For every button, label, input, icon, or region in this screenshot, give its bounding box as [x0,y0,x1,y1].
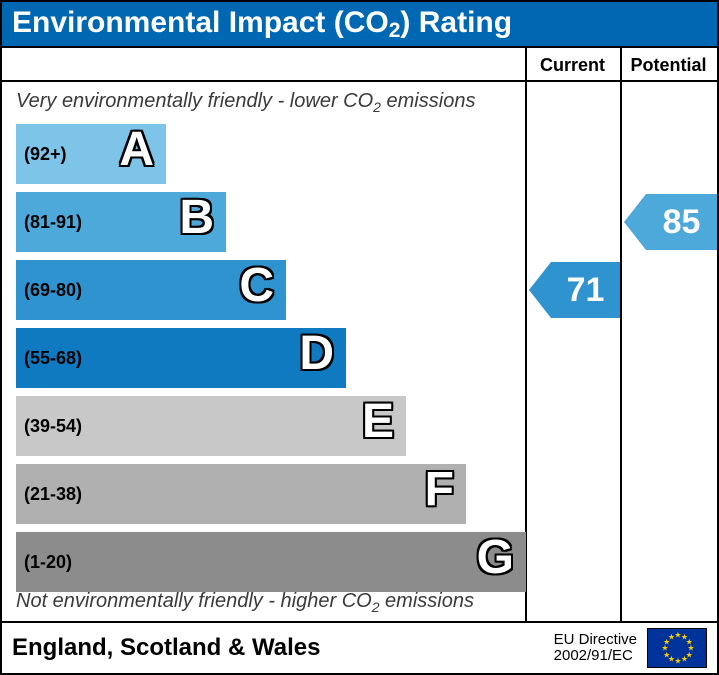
chart-grid: Current Potential Very environmentally f… [2,46,717,623]
note-bottom: Not environmentally friendly - higher CO… [12,590,474,615]
band-F: (21-38) F [16,464,525,524]
band-letter: D [299,326,334,381]
rating-chart: Environmental Impact (CO2) Rating Curren… [0,0,719,675]
band-range: (81-91) [16,212,82,233]
band-B: (81-91) B [16,192,525,252]
band-letter: A [119,122,154,177]
pointer-value: 85 [646,194,717,250]
star-icon: ★ [681,656,688,665]
band-letter: G [477,530,514,585]
footer: England, Scotland & Wales EU Directive 2… [2,623,717,673]
band-letter: F [425,462,454,517]
band-C: (69-80) C [16,260,525,320]
band-bar: (1-20) G [16,532,526,592]
band-G: (1-20) G [16,532,525,592]
eu-flag-icon: ★★★★★★★★★★★★ [647,628,707,668]
band-bar: (69-80) C [16,260,286,320]
directive-line1: EU Directive [554,632,637,649]
star-icon: ★ [674,658,681,667]
band-range: (92+) [16,144,67,165]
directive-line2: 2002/91/EC [554,648,637,665]
bands-area: Very environmentally friendly - lower CO… [2,82,525,621]
header-current: Current [525,48,620,82]
band-D: (55-68) D [16,328,525,388]
header-potential: Potential [620,48,717,82]
band-bar: (92+) A [16,124,166,184]
band-E: (39-54) E [16,396,525,456]
band-letter: B [179,190,214,245]
pointer-potential: 85 [624,194,717,250]
note-top: Very environmentally friendly - lower CO… [12,90,525,115]
header-row: Current Potential [2,48,717,82]
star-icon: ★ [668,633,675,642]
band-bar: (39-54) E [16,396,406,456]
band-bar: (81-91) B [16,192,226,252]
band-range: (1-20) [16,552,72,573]
band-bar: (55-68) D [16,328,346,388]
band-range: (55-68) [16,348,82,369]
divider [620,48,622,621]
directive-text: EU Directive 2002/91/EC [554,632,637,665]
pointer-current: 71 [529,262,620,318]
pointer-arrow-icon [624,194,646,250]
band-letter: E [362,394,394,449]
footer-region: England, Scotland & Wales [12,634,320,662]
pointer-value: 71 [551,262,620,318]
band-range: (21-38) [16,484,82,505]
band-range: (69-80) [16,280,82,301]
footer-directive: EU Directive 2002/91/EC ★★★★★★★★★★★★ [554,628,707,668]
bands-container: (92+) A (81-91) B (69-80) C (55-68) D (39-54) E (2… [16,124,525,600]
band-bar: (21-38) F [16,464,466,524]
band-letter: C [239,258,274,313]
title-text: Environmental Impact (CO2) Rating [12,6,512,39]
chart-title: Environmental Impact (CO2) Rating [2,2,717,46]
pointer-arrow-icon [529,262,551,318]
band-range: (39-54) [16,416,82,437]
band-A: (92+) A [16,124,525,184]
